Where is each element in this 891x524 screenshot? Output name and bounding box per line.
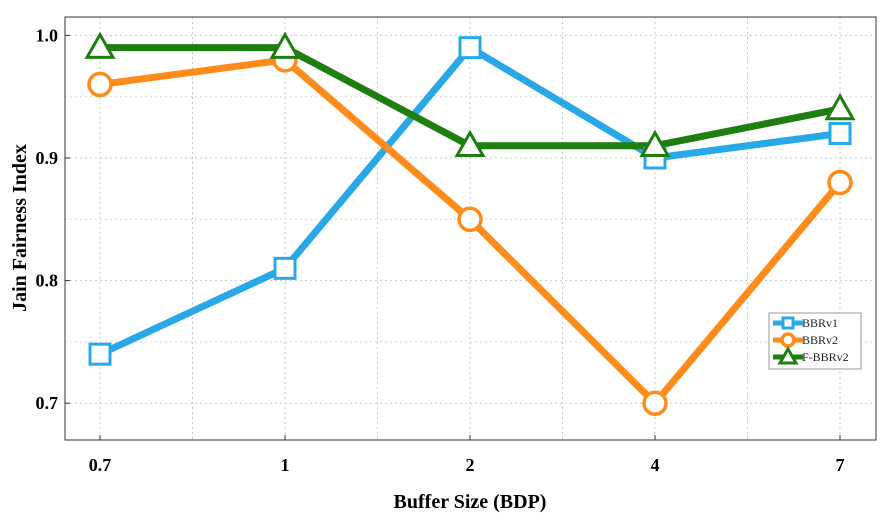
x-tick-label-0: 0.7	[89, 455, 112, 475]
plot-border	[64, 16, 877, 441]
marker-f-bbrv2-1	[269, 31, 301, 59]
y-axis-title: Jain Fairness Index	[9, 144, 31, 312]
legend-marker-f-bbrv2	[777, 345, 799, 365]
marker-bbrv1-2	[458, 36, 482, 60]
y-tick-labels: 0.7 0.8 0.9 1.0	[36, 25, 59, 413]
marker-bbrv2-0	[87, 71, 113, 98]
y-tick-label-1: 0.8	[36, 271, 59, 291]
series-markers	[84, 31, 856, 416]
marker-f-bbrv2-2	[454, 129, 486, 157]
x-tick-label-1: 1	[281, 455, 290, 475]
legend-marker-bbrv2	[780, 332, 796, 348]
marker-bbrv2-2	[457, 206, 483, 233]
x-axis-title: Buffer Size (BDP)	[394, 491, 547, 513]
marker-f-bbrv2-0	[84, 31, 116, 59]
legend: BBRv1 BBRv2 F-BBRv2	[768, 312, 862, 370]
legend-label-f-bbrv2: F-BBRv2	[802, 350, 849, 364]
x-tick-label-3: 4	[651, 455, 660, 475]
legend-label-bbrv2: BBRv2	[802, 333, 838, 347]
legend-label-bbrv1: BBRv1	[802, 316, 838, 330]
marker-bbrv1-0	[88, 342, 112, 366]
x-tick-label-4: 7	[836, 455, 845, 475]
x-tick-labels: 0.7 1 2 4 7	[89, 455, 845, 475]
y-tick-label-2: 0.9	[36, 148, 59, 168]
marker-bbrv2-4	[827, 169, 853, 196]
marker-bbrv2-3	[642, 390, 668, 416]
legend-marker-bbrv1	[781, 316, 795, 330]
y-tick-label-0: 0.7	[36, 393, 59, 413]
x-tick-label-2: 2	[466, 455, 475, 475]
marker-f-bbrv2-4	[824, 92, 856, 121]
y-tick-label-3: 1.0	[36, 25, 59, 45]
marker-bbrv1-1	[273, 256, 297, 280]
marker-bbrv1-4	[828, 121, 852, 145]
marker-f-bbrv2-3	[639, 129, 671, 157]
